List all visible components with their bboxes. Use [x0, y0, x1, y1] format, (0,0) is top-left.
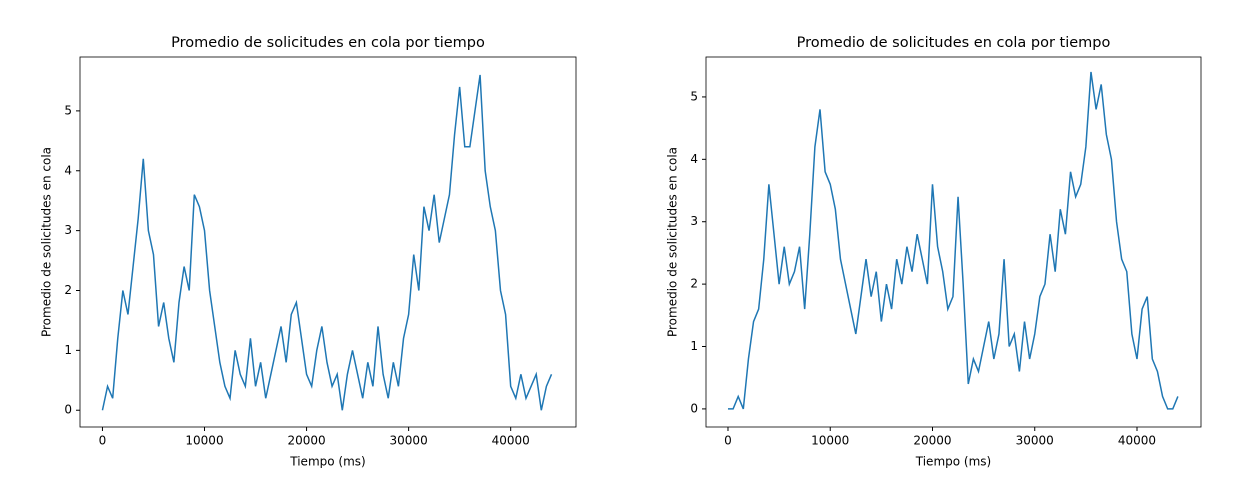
- x-axis-label: Tiempo (ms): [915, 455, 991, 469]
- x-tick-label: 10000: [811, 434, 849, 448]
- y-tick-label: 1: [64, 343, 72, 357]
- y-tick-label: 1: [690, 339, 698, 353]
- x-axis-label: Tiempo (ms): [289, 455, 365, 469]
- data-line: [727, 71, 1179, 410]
- y-tick-label: 5: [64, 103, 72, 117]
- y-tick-label: 5: [690, 89, 698, 103]
- axes-frame: [705, 56, 1202, 428]
- y-tick-label: 2: [64, 283, 72, 297]
- y-tick-label: 3: [690, 214, 698, 228]
- chart-title: Promedio de solicitudes en cola por tiem…: [171, 35, 485, 51]
- chart-title: Promedio de solicitudes en cola por tiem…: [797, 35, 1111, 51]
- x-tick-label: 10000: [185, 434, 223, 448]
- x-tick-label: 40000: [492, 434, 530, 448]
- y-tick-label: 4: [64, 163, 72, 177]
- x-tick-label: 20000: [287, 434, 325, 448]
- data-line: [101, 74, 553, 411]
- x-tick-label: 0: [99, 434, 107, 448]
- y-tick-label: 0: [690, 401, 698, 415]
- y-tick-label: 2: [690, 277, 698, 291]
- y-tick-label: 0: [64, 403, 72, 417]
- x-tick-label: 30000: [390, 434, 428, 448]
- y-tick-label: 4: [690, 152, 698, 166]
- axes-frame: [79, 56, 577, 428]
- x-tick-label: 40000: [1118, 434, 1156, 448]
- y-axis-label: Promedio de solicitudes en cola: [40, 147, 54, 337]
- x-tick-label: 30000: [1016, 434, 1054, 448]
- x-tick-label: 20000: [913, 434, 951, 448]
- x-tick-label: 0: [724, 434, 732, 448]
- y-tick-label: 3: [64, 223, 72, 237]
- y-axis-label: Promedio de solicitudes en cola: [666, 147, 680, 337]
